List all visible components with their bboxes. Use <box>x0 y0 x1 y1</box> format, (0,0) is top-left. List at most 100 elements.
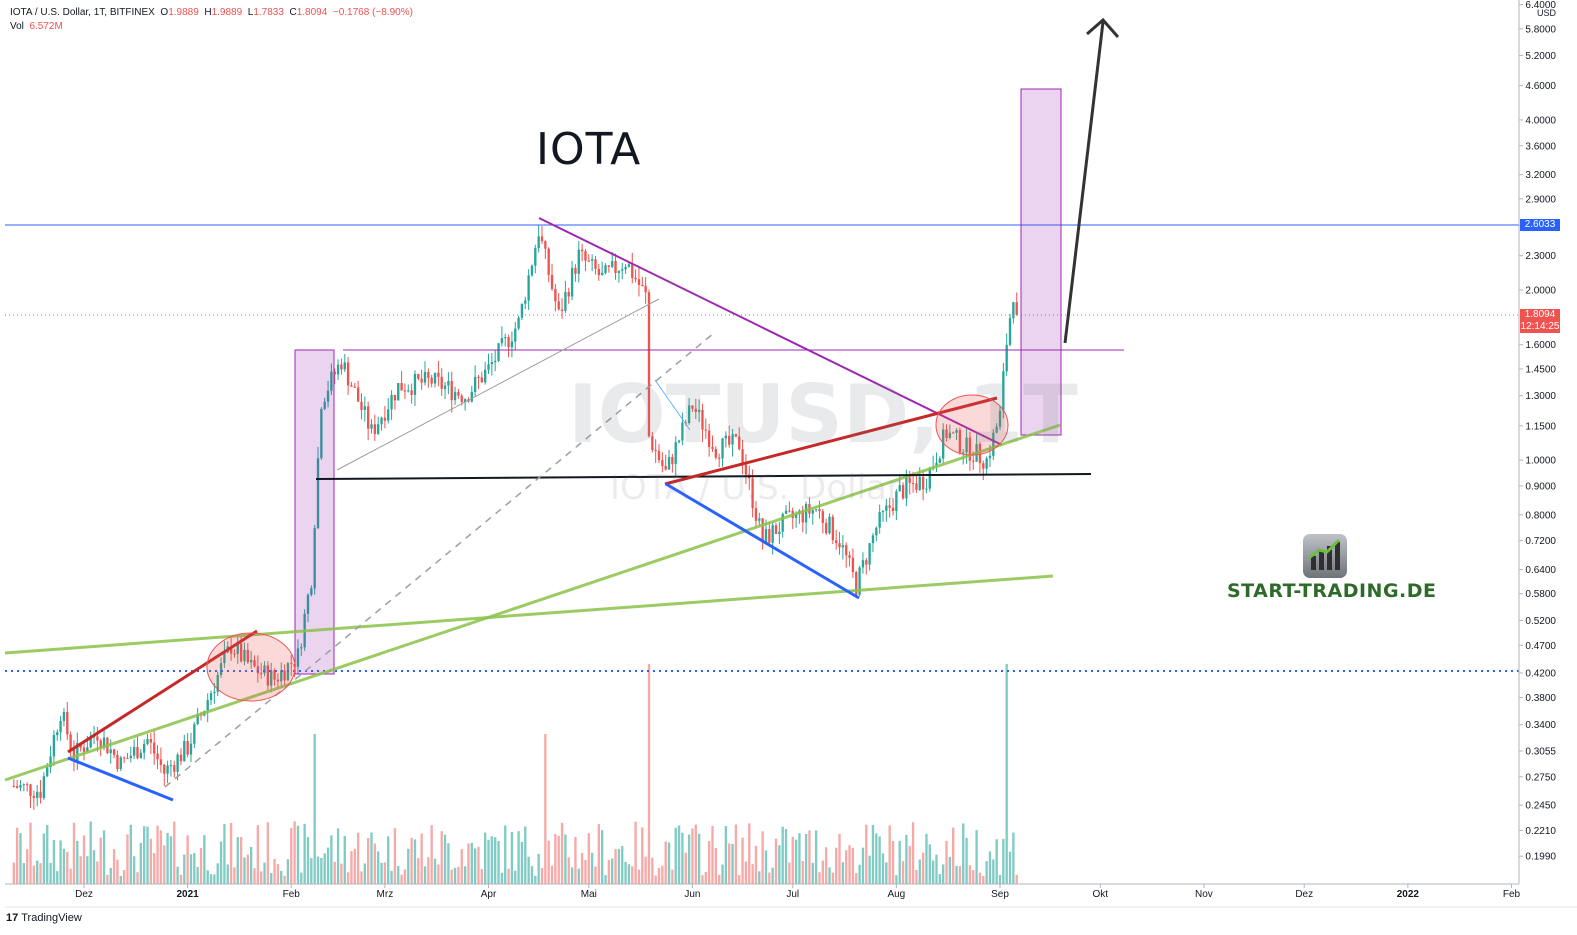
candle-body <box>848 555 851 558</box>
volume-bar <box>865 824 868 884</box>
y-tick-label: 1.0000 <box>1525 456 1556 467</box>
price-tag-resistance[interactable]: 2.6033 <box>1520 219 1560 231</box>
candle-body <box>400 383 403 391</box>
tradingview-logo[interactable]: 17 TradingView <box>6 912 82 924</box>
volume-bar <box>270 873 273 884</box>
candle-body <box>229 646 233 654</box>
volume-bar <box>463 866 467 884</box>
candle-body <box>634 277 637 280</box>
low-label: L <box>247 7 254 18</box>
volume-bar <box>748 823 751 884</box>
highlight-ellipse-right[interactable] <box>935 394 1009 456</box>
candle-body <box>734 434 738 437</box>
candle-body <box>72 749 76 761</box>
candle-body <box>102 737 106 748</box>
volume-bar <box>146 826 149 884</box>
volume-bar <box>794 839 798 884</box>
candle-body <box>193 724 196 744</box>
y-tick-label: 0.2450 <box>1525 801 1556 812</box>
price-tag-last[interactable]: 1.8094 12:14:25 <box>1520 309 1560 333</box>
candle-body <box>59 720 62 733</box>
candlesticks <box>12 225 1018 810</box>
volume-bar <box>300 872 303 884</box>
target-arrow[interactable] <box>1063 21 1105 344</box>
volume-bar <box>193 853 196 884</box>
volume-bar <box>701 875 704 884</box>
volume-bar <box>738 875 741 884</box>
volume-bar <box>209 874 213 884</box>
volume-bar <box>413 839 417 884</box>
candle-body <box>430 377 433 384</box>
y-tick-label: 0.7200 <box>1525 536 1556 547</box>
candle-body <box>393 394 397 401</box>
candle-body <box>888 505 891 508</box>
volume-bar <box>641 827 644 884</box>
candle-body <box>500 338 504 344</box>
high-value: 1.9889 <box>211 7 243 18</box>
volume-bar <box>276 864 280 884</box>
volume-bar <box>483 832 487 884</box>
candle-body <box>654 450 657 452</box>
volume-bar <box>557 835 560 884</box>
volume-label[interactable]: Vol <box>10 21 24 32</box>
candle-body <box>764 529 768 543</box>
volume-bar <box>126 834 129 884</box>
candle-body <box>260 673 263 675</box>
volume-bar <box>908 846 911 884</box>
candle-body <box>631 264 634 278</box>
volume-bar <box>136 872 139 884</box>
candle-body <box>594 259 597 269</box>
annotation-title[interactable]: IOTA <box>536 124 642 175</box>
symbol-name[interactable]: IOTA / U.S. Dollar, 1T, BITFINEX <box>10 7 155 18</box>
candle-body <box>443 385 447 389</box>
candle-body <box>804 504 808 523</box>
candle-body <box>49 756 52 768</box>
candle-body <box>490 362 494 365</box>
candle-body <box>42 776 46 798</box>
blue-support-right[interactable] <box>665 482 860 600</box>
violet-box-left[interactable] <box>294 349 335 675</box>
volume-bar <box>159 830 163 884</box>
volume-bar <box>253 868 256 884</box>
candle-body <box>794 514 798 519</box>
candle-body <box>36 791 39 798</box>
gray-channel-line[interactable] <box>336 298 660 471</box>
volume-bar <box>881 853 885 884</box>
candle-body <box>176 754 179 772</box>
volume-bar <box>771 867 774 884</box>
volume-bar <box>721 864 724 884</box>
candle-body <box>784 510 788 514</box>
red-trend-right[interactable] <box>664 396 998 486</box>
black-horizontal-line[interactable] <box>315 473 1092 480</box>
candle-body <box>487 364 490 370</box>
volume-bar <box>530 866 534 884</box>
candle-body <box>898 484 901 492</box>
volume-bar <box>982 875 985 884</box>
violet-downtrend-line[interactable] <box>538 217 1003 446</box>
candle-body <box>684 422 687 424</box>
blue-thin-line[interactable] <box>654 379 691 431</box>
volume-bar <box>972 870 975 884</box>
candle-body <box>353 386 356 388</box>
candle-body <box>166 765 169 774</box>
candle-body <box>998 410 1002 427</box>
candle-body <box>32 796 36 798</box>
volume-bar <box>223 823 226 884</box>
candle-body <box>504 337 507 339</box>
red-trend-left[interactable] <box>67 629 258 754</box>
violet-box-right[interactable] <box>1020 88 1062 436</box>
y-tick-label: 0.6400 <box>1525 565 1556 576</box>
candle-body <box>470 391 473 402</box>
green-trend-long[interactable] <box>4 423 1061 782</box>
volume-bar <box>878 836 881 884</box>
highlight-ellipse-left[interactable] <box>206 632 296 702</box>
gray-dashed-line[interactable] <box>164 332 715 788</box>
candle-body <box>614 261 617 274</box>
candle-body <box>564 291 567 311</box>
blue-support-left[interactable] <box>67 756 174 802</box>
volume-bar <box>56 871 59 884</box>
volume-bar <box>470 842 473 884</box>
candle-body <box>340 364 343 370</box>
green-trend-flat[interactable] <box>4 574 1054 655</box>
